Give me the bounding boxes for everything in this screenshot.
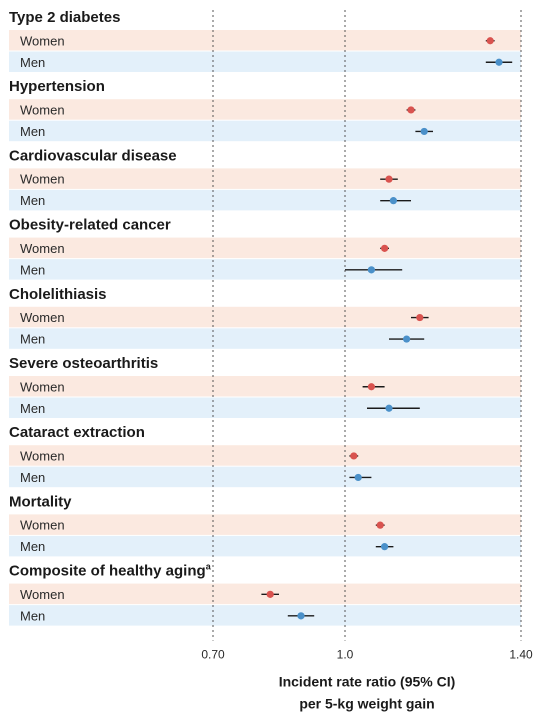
- estimate-point-women: [381, 244, 389, 252]
- group-title: Cataract extraction: [9, 424, 145, 441]
- group-title-text: Cholelithiasis: [9, 286, 107, 303]
- row-label-women: Women: [20, 172, 65, 187]
- x-axis-title: Incident rate ratio (95% CI): [279, 674, 456, 690]
- row-label-women: Women: [20, 448, 65, 463]
- x-tick-label: 1.40: [509, 648, 533, 662]
- group-title-text: Cardiovascular disease: [9, 147, 177, 164]
- group-title-text: Cataract extraction: [9, 424, 145, 441]
- row-band-men: [9, 605, 521, 626]
- estimate-point-men: [403, 335, 411, 343]
- row-band-men: [9, 259, 521, 280]
- group-title-text: Composite of healthy aging: [9, 563, 206, 580]
- group-title: Obesity-related cancer: [9, 217, 171, 234]
- row-band-women: [9, 237, 521, 259]
- estimate-point-men: [367, 266, 375, 274]
- estimate-point-women: [376, 521, 384, 529]
- group-title: Hypertension: [9, 78, 105, 95]
- row-label-men: Men: [20, 193, 45, 208]
- row-band-women: [9, 30, 521, 51]
- row-bands: [9, 30, 521, 626]
- row-label-women: Women: [20, 102, 65, 117]
- row-label-men: Men: [20, 124, 45, 139]
- row-label-men: Men: [20, 470, 45, 485]
- row-band-men: [9, 51, 521, 72]
- group-title: Composite of healthy aginga: [9, 562, 212, 580]
- row-band-women: [9, 445, 521, 466]
- group-title: Severe osteoarthritis: [9, 355, 158, 372]
- row-label-men: Men: [20, 332, 45, 347]
- gridlines: [212, 10, 522, 641]
- footnote-marker: a: [206, 562, 212, 572]
- row-label-men: Men: [20, 539, 45, 554]
- data-marks: [261, 37, 513, 620]
- estimate-point-women: [407, 106, 415, 114]
- estimate-point-men: [381, 543, 389, 551]
- group-title: Type 2 diabetes: [9, 9, 120, 26]
- estimate-point-men: [389, 197, 397, 205]
- row-label-men: Men: [20, 262, 45, 277]
- row-label-women: Women: [20, 518, 65, 533]
- estimate-point-women: [266, 590, 274, 598]
- group-title-text: Severe osteoarthritis: [9, 355, 158, 372]
- row-band-women: [9, 99, 521, 120]
- row-band-men: [9, 189, 521, 211]
- row-label-men: Men: [20, 55, 45, 70]
- row-band-women: [9, 376, 521, 397]
- group-title-text: Obesity-related cancer: [9, 217, 171, 234]
- estimate-point-men: [354, 473, 362, 482]
- estimate-point-men: [420, 127, 428, 136]
- row-band-men: [9, 328, 521, 349]
- row-label-women: Women: [20, 241, 65, 256]
- row-label-men: Men: [20, 401, 45, 416]
- x-axis-title: per 5-kg weight gain: [299, 696, 434, 712]
- group-title-text: Hypertension: [9, 78, 105, 95]
- estimate-point-men: [297, 612, 305, 620]
- estimate-point-men: [385, 404, 393, 412]
- row-band-women: [9, 514, 521, 535]
- row-label-women: Women: [20, 379, 65, 394]
- row-band-men: [9, 397, 521, 418]
- row-label-women: Women: [20, 310, 65, 325]
- row-band-men: [9, 466, 521, 488]
- row-band-women: [9, 168, 521, 189]
- estimate-point-men: [495, 58, 503, 66]
- group-title-text: Mortality: [9, 493, 72, 510]
- group-title-text: Type 2 diabetes: [9, 9, 120, 26]
- estimate-point-women: [416, 313, 424, 322]
- estimate-point-women: [350, 452, 358, 460]
- group-title: Cholelithiasis: [9, 286, 107, 303]
- row-band-women: [9, 306, 521, 328]
- estimate-point-women: [486, 37, 494, 45]
- row-label-women: Women: [20, 587, 65, 602]
- group-title: Mortality: [9, 493, 72, 510]
- group-title: Cardiovascular disease: [9, 147, 177, 164]
- row-band-men: [9, 120, 521, 142]
- x-tick-label: 1.0: [337, 648, 354, 662]
- row-label-women: Women: [20, 33, 65, 48]
- labels: Type 2 diabetes Women Men Hypertension Women…: [9, 9, 533, 712]
- estimate-point-women: [367, 383, 375, 391]
- estimate-point-women: [385, 175, 393, 183]
- x-tick-label: 0.70: [201, 648, 225, 662]
- row-label-men: Men: [20, 608, 45, 623]
- row-band-men: [9, 535, 521, 557]
